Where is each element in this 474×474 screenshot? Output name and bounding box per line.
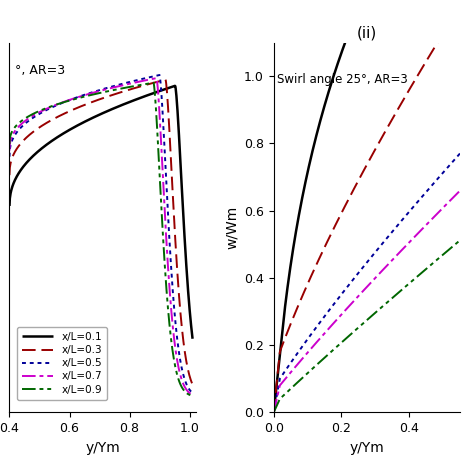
Text: Swirl angle 25°, AR=3: Swirl angle 25°, AR=3 <box>277 73 408 86</box>
X-axis label: y/Ym: y/Ym <box>85 441 120 455</box>
Y-axis label: w/Wm: w/Wm <box>224 206 238 249</box>
Text: °, AR=3: °, AR=3 <box>16 64 65 77</box>
X-axis label: y/Ym: y/Ym <box>349 441 384 455</box>
Title: (ii): (ii) <box>356 25 377 40</box>
Legend: x/L=0.1, x/L=0.3, x/L=0.5, x/L=0.7, x/L=0.9: x/L=0.1, x/L=0.3, x/L=0.5, x/L=0.7, x/L=… <box>17 327 107 400</box>
